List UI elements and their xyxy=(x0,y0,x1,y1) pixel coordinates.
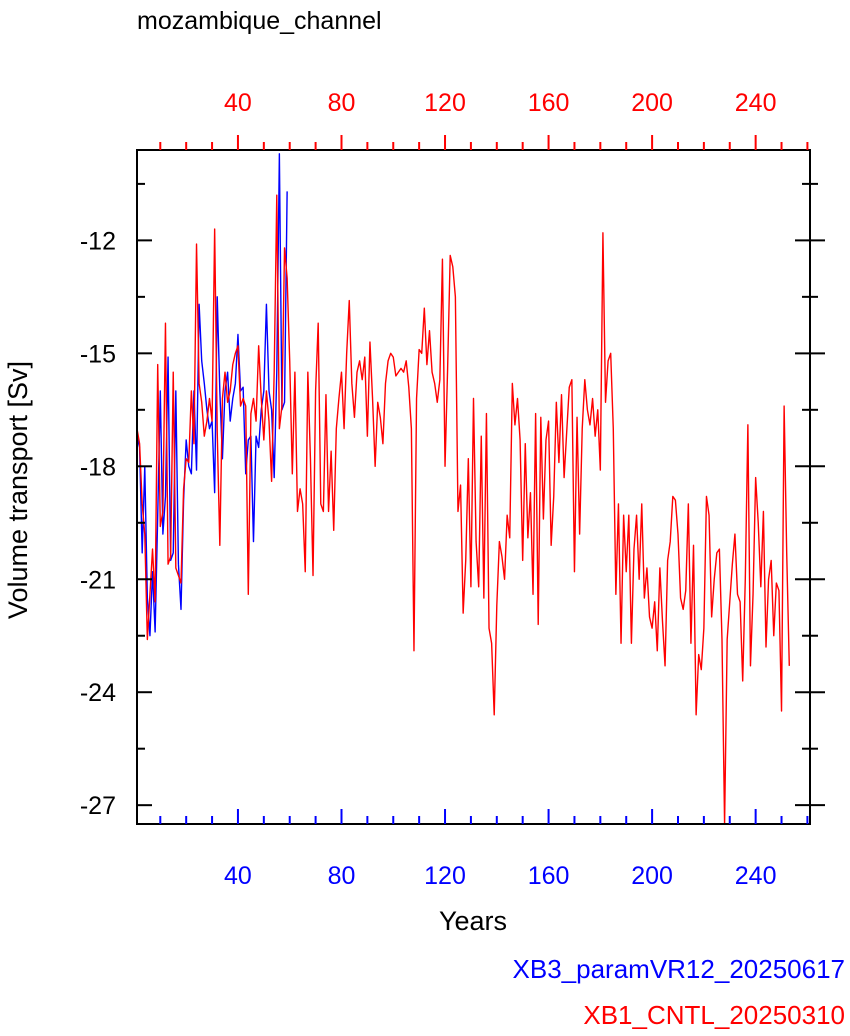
x-tick-label-top: 200 xyxy=(631,89,673,117)
x-tick-label-bottom: 240 xyxy=(735,862,777,890)
x-tick-label-top: 40 xyxy=(224,89,252,117)
legend-entry-xb3: XB3_paramVR12_20250617 xyxy=(513,954,845,984)
y-tick-label: -15 xyxy=(80,340,116,368)
x-tick-label-bottom: 80 xyxy=(328,862,356,890)
plot-frame xyxy=(136,149,811,825)
chart-title: mozambique_channel xyxy=(137,7,382,35)
y-tick-label: -24 xyxy=(80,679,116,707)
y-tick-label: -12 xyxy=(80,227,116,255)
x-tick-label-top: 80 xyxy=(328,89,356,117)
y-tick-label: -21 xyxy=(80,566,116,594)
y-tick-label: -18 xyxy=(80,453,116,481)
x-axis-label: Years xyxy=(439,906,507,936)
x-tick-label-top: 120 xyxy=(424,89,466,117)
series-layer xyxy=(136,153,790,825)
x-tick-label-bottom: 120 xyxy=(424,862,466,890)
ticks-layer xyxy=(137,135,825,824)
x-tick-label-top: 240 xyxy=(735,89,777,117)
x-tick-label-bottom: 40 xyxy=(224,862,252,890)
x-tick-label-bottom: 200 xyxy=(631,862,673,890)
tick-labels-layer: 40 40 80 80 120 120 160 160 200 200 240 240 -27 -24 -2… xyxy=(80,89,777,890)
y-tick-label: -27 xyxy=(80,792,116,820)
legend-entry-xb1: XB1_CNTL_20250310 xyxy=(583,1000,845,1030)
series-line-1 xyxy=(136,194,790,825)
y-axis-label: Volume transport [Sv] xyxy=(3,361,33,619)
x-tick-label-top: 160 xyxy=(528,89,570,117)
x-tick-label-bottom: 160 xyxy=(528,862,570,890)
